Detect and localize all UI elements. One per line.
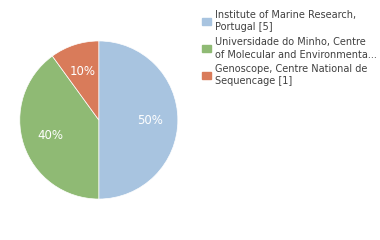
Wedge shape <box>99 41 178 199</box>
Text: 50%: 50% <box>137 114 163 126</box>
Text: 40%: 40% <box>37 129 63 142</box>
Text: 10%: 10% <box>70 65 96 78</box>
Wedge shape <box>52 41 99 120</box>
Wedge shape <box>20 56 99 199</box>
Legend: Institute of Marine Research,
Portugal [5], Universidade do Minho, Centre
of Mol: Institute of Marine Research, Portugal [… <box>203 10 380 86</box>
